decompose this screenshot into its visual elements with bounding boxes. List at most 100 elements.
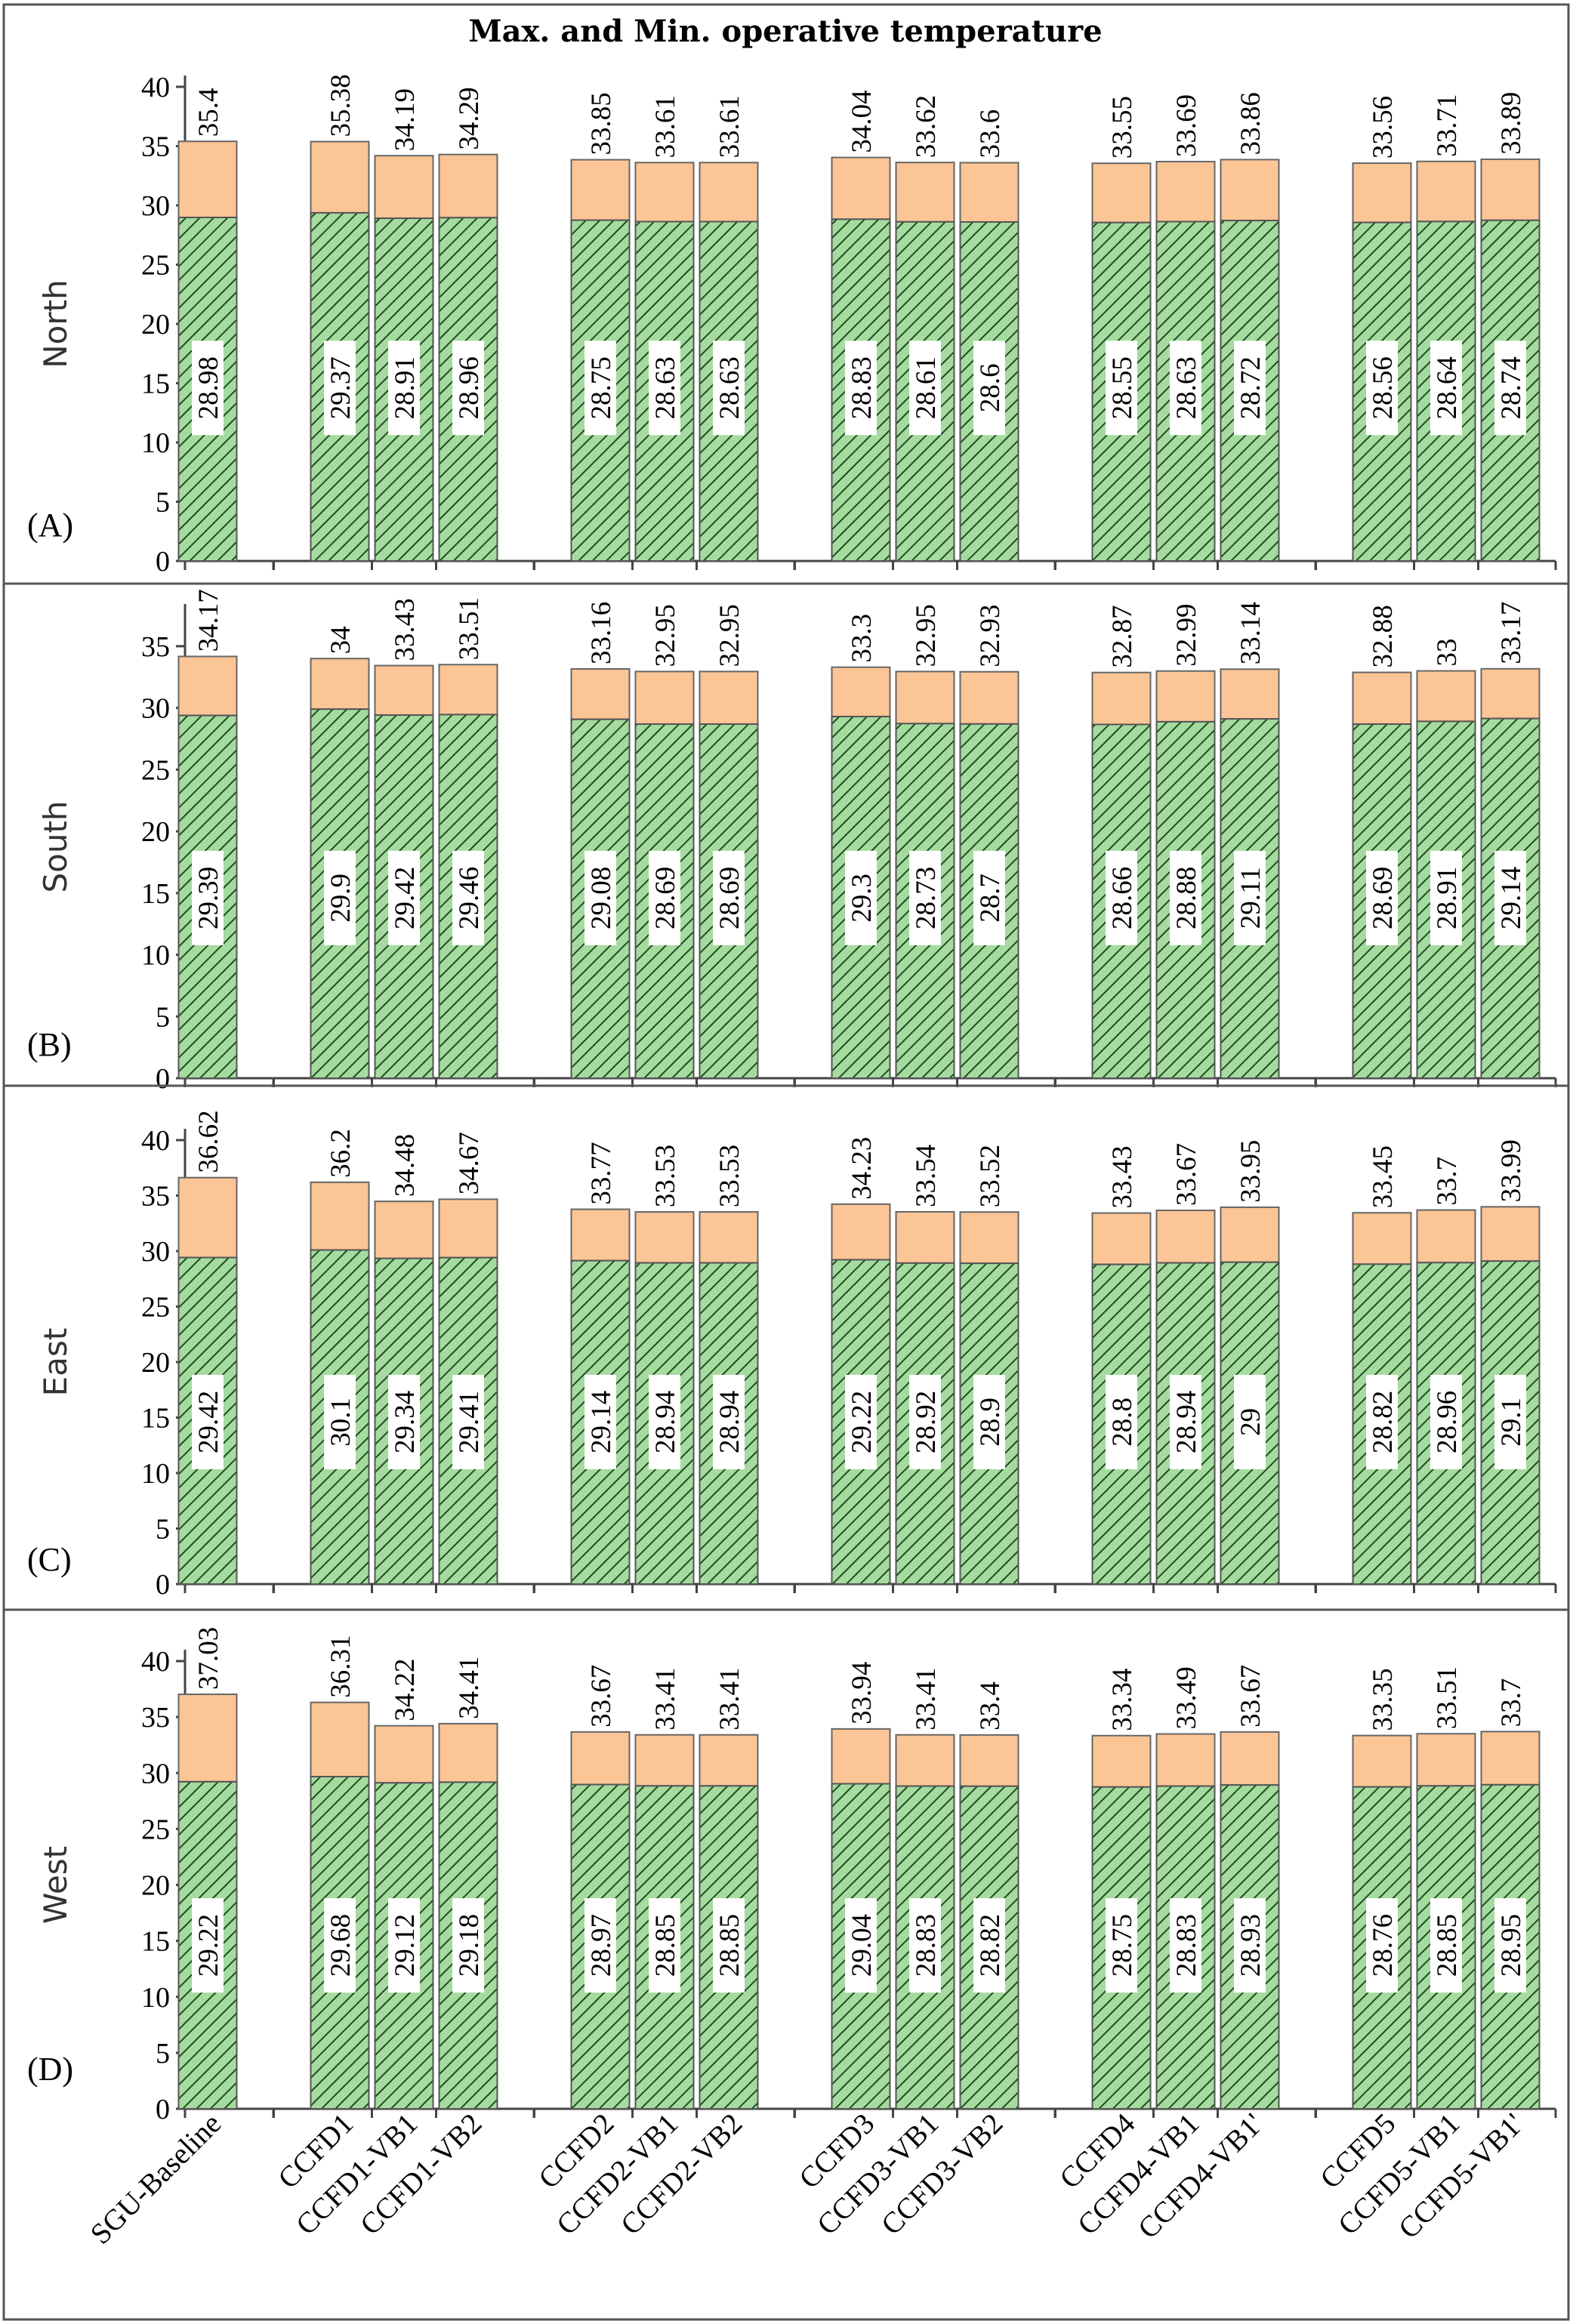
min-value-box <box>1170 850 1201 945</box>
bar-max-segment <box>438 1722 498 1783</box>
max-value-label: 32.95 <box>650 604 681 667</box>
bar-max-segment <box>1091 1212 1152 1265</box>
y-tick-label: 30 <box>141 190 170 222</box>
max-value-label: 33.67 <box>1171 1143 1202 1206</box>
bar-max-segment <box>634 162 695 223</box>
min-value-box <box>1234 1898 1266 1993</box>
min-value-box <box>845 1374 877 1469</box>
bar-max-segment <box>1480 667 1541 720</box>
min-value-label: 29.18 <box>454 1914 485 1977</box>
y-axis-label: South <box>37 800 74 892</box>
min-value-box <box>909 341 941 436</box>
min-value-label: 29.42 <box>193 1391 224 1453</box>
max-value-label: 34.29 <box>454 87 485 149</box>
bar-max-segment <box>177 1176 238 1259</box>
min-value-label: 28.96 <box>454 356 485 419</box>
min-value-box <box>388 1898 420 1993</box>
min-value-label: 28.96 <box>1432 1391 1463 1453</box>
min-value-label: 28.7 <box>975 874 1006 923</box>
max-value-label: 33.41 <box>650 1667 681 1730</box>
min-value-box <box>388 1374 420 1469</box>
bar-max-segment <box>177 1694 238 1783</box>
min-value-box <box>1106 1898 1137 1993</box>
min-value-box <box>713 341 745 436</box>
bar-max-segment <box>1416 1733 1476 1787</box>
min-value-box <box>1106 1374 1137 1469</box>
max-value-label: 33.61 <box>650 95 681 158</box>
y-tick-label: 0 <box>156 1063 170 1095</box>
min-value-box <box>192 1898 224 1993</box>
max-value-label: 34.48 <box>390 1134 421 1197</box>
max-value-label: 33.86 <box>1235 92 1266 155</box>
min-value-label: 29.37 <box>325 356 356 419</box>
max-value-label: 33.16 <box>586 602 617 664</box>
min-value-label: 29.12 <box>390 1914 421 1977</box>
min-value-label: 29.14 <box>1496 867 1527 929</box>
min-value-box <box>713 850 745 945</box>
bar-max-segment <box>831 1728 891 1785</box>
bar-max-segment <box>1091 1734 1152 1788</box>
bar-max-segment <box>310 1701 370 1777</box>
min-value-label: 28.63 <box>1171 356 1202 419</box>
max-value-label: 32.95 <box>911 604 942 667</box>
y-tick-label: 25 <box>141 1814 170 1845</box>
min-value-label: 29.68 <box>325 1914 356 1977</box>
min-value-box <box>452 341 484 436</box>
y-tick-label: 25 <box>141 250 170 282</box>
max-value-label: 37.03 <box>193 1627 224 1690</box>
bar-max-segment <box>438 153 498 219</box>
x-category-label: SGU-Baseline <box>85 2107 228 2251</box>
min-value-label: 28.98 <box>193 356 224 419</box>
y-tick-label: 40 <box>141 1646 170 1678</box>
figure-frame <box>2 3 1570 2321</box>
bar-min-segment <box>177 714 238 1079</box>
y-tick-label: 0 <box>156 2094 170 2125</box>
min-value-box <box>584 1898 616 1993</box>
bar-max-segment <box>374 1725 434 1784</box>
min-value-box <box>649 1374 680 1469</box>
min-value-box <box>324 1374 356 1469</box>
min-value-box <box>1494 341 1526 436</box>
min-value-label: 30.1 <box>325 1398 356 1447</box>
min-value-box <box>713 1374 745 1469</box>
bar-max-segment <box>374 1201 434 1259</box>
max-value-label: 34.04 <box>847 90 877 153</box>
min-value-label: 28.66 <box>1107 867 1138 929</box>
min-value-box <box>324 341 356 436</box>
max-value-label: 34.19 <box>390 88 421 151</box>
min-value-label: 28.85 <box>714 1914 745 1977</box>
panel-north: 0 5 10 15 20 25 30 35 40 North (A) 35.4 28.98 35.38 29… <box>4 72 1568 585</box>
max-value-label: 34.17 <box>193 589 224 652</box>
y-tick-label: 10 <box>141 427 170 459</box>
min-value-box <box>192 850 224 945</box>
max-value-label: 33.41 <box>911 1667 942 1730</box>
bar-max-segment <box>959 670 1019 725</box>
max-value-label: 33.61 <box>714 95 745 158</box>
max-value-label: 33.51 <box>1432 1666 1463 1729</box>
min-value-box <box>1366 1374 1398 1469</box>
max-value-label: 32.99 <box>1171 603 1202 666</box>
min-value-box <box>1234 850 1266 945</box>
bar-max-segment <box>570 1731 631 1786</box>
max-value-label: 32.88 <box>1368 605 1399 667</box>
panels: 0 5 10 15 20 25 30 35 40 North (A) 35.4 28.98 35.38 29… <box>4 72 1568 2125</box>
bar-max-segment <box>1352 1212 1412 1265</box>
bar-min-segment <box>1091 221 1152 562</box>
y-tick-label: 35 <box>141 1702 170 1734</box>
min-value-box <box>845 850 877 945</box>
max-value-label: 33.17 <box>1496 602 1527 664</box>
min-value-label: 28.83 <box>911 1914 942 1977</box>
y-tick-label: 40 <box>141 1125 170 1157</box>
min-value-label: 28.64 <box>1432 356 1463 419</box>
min-value-label: 28.85 <box>1432 1914 1463 1977</box>
max-value-label: 33.43 <box>390 598 421 661</box>
y-tick-label: 30 <box>141 693 170 725</box>
min-value-box <box>1430 1898 1462 1993</box>
max-value-label: 33.85 <box>586 92 617 155</box>
min-value-box <box>1430 1374 1462 1469</box>
bar-max-segment <box>1220 1206 1280 1263</box>
y-tick-label: 10 <box>141 1982 170 2014</box>
y-tick-label: 15 <box>141 878 170 910</box>
bar-max-segment <box>959 162 1019 223</box>
y-tick-label: 5 <box>156 1514 170 1546</box>
